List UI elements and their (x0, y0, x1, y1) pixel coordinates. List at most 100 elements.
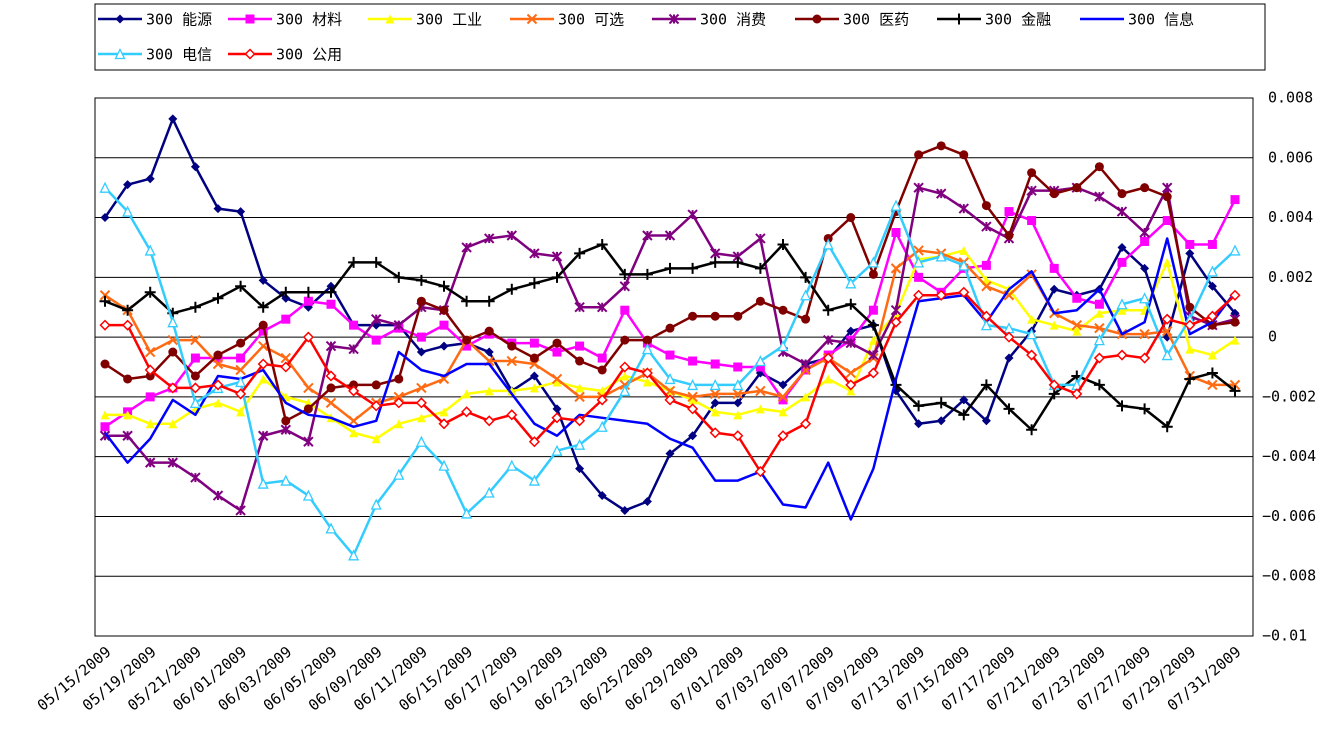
point (393, 468, 405, 480)
legend-item: 300 消费 (652, 11, 766, 29)
point (235, 375, 247, 388)
point (800, 271, 812, 283)
point (1026, 328, 1038, 340)
legend-item: 300 电信 (98, 46, 212, 64)
point (303, 404, 313, 414)
point (642, 335, 652, 345)
point (529, 353, 539, 363)
point (552, 338, 562, 348)
point (1207, 281, 1217, 291)
y-tick-label: −0.01 (1262, 627, 1307, 645)
point (868, 269, 878, 279)
point (1004, 353, 1014, 363)
point (688, 395, 698, 405)
point (348, 343, 359, 355)
point (732, 378, 744, 391)
legend-marker (526, 13, 538, 25)
point (1094, 191, 1105, 202)
point (100, 213, 110, 223)
point (846, 326, 856, 336)
point (913, 400, 925, 412)
point (325, 397, 337, 409)
point (1117, 189, 1127, 199)
point (936, 141, 946, 151)
point (439, 407, 449, 417)
point (1207, 350, 1217, 360)
point (1139, 352, 1151, 364)
point (1093, 334, 1105, 346)
point (393, 391, 405, 403)
point (1161, 313, 1173, 325)
series-line (104, 237, 1236, 521)
point (890, 305, 902, 316)
point (1206, 367, 1218, 379)
point (935, 188, 947, 199)
point (552, 404, 562, 414)
point (1184, 373, 1196, 385)
point (212, 490, 224, 501)
legend-marker (245, 14, 255, 24)
plot-area (94, 97, 1254, 637)
point (596, 394, 608, 406)
point (959, 150, 969, 160)
point (1230, 317, 1240, 327)
point (1161, 325, 1173, 337)
point (168, 419, 178, 429)
legend-box (94, 3, 1266, 71)
point (913, 182, 924, 193)
point (890, 199, 902, 211)
point (845, 277, 857, 289)
point (122, 304, 134, 316)
point (664, 385, 676, 397)
point (1049, 263, 1059, 273)
point (709, 256, 721, 268)
legend-item: 300 材料 (228, 11, 342, 29)
point (416, 347, 426, 357)
point (981, 221, 992, 232)
point (483, 415, 495, 427)
point (846, 213, 856, 223)
point (280, 424, 292, 435)
point (1026, 349, 1038, 361)
y-tick-label: 0.006 (1268, 148, 1313, 166)
point (122, 430, 133, 441)
point (777, 430, 789, 442)
y-tick-label: −0.002 (1262, 387, 1316, 405)
point (123, 180, 133, 190)
point (845, 379, 857, 391)
point (868, 349, 879, 361)
point (1116, 349, 1128, 361)
legend-label: 300 材料 (276, 11, 342, 29)
point (822, 304, 834, 316)
point (619, 268, 631, 280)
point (1027, 216, 1037, 226)
point (370, 400, 382, 412)
legend-label: 300 金融 (985, 11, 1051, 29)
point (641, 343, 653, 355)
point (1071, 388, 1083, 400)
point (302, 286, 314, 298)
point (462, 335, 472, 345)
point (596, 420, 608, 432)
point (778, 380, 788, 390)
point (167, 316, 179, 328)
point (574, 415, 586, 427)
point (778, 395, 788, 405)
point (144, 244, 156, 256)
point (777, 238, 789, 250)
point (100, 359, 110, 369)
point (574, 391, 585, 403)
point (280, 361, 292, 373)
point (935, 250, 947, 262)
legend-item: 300 医药 (795, 11, 909, 29)
point (552, 377, 562, 387)
point (144, 457, 156, 468)
point (349, 428, 359, 438)
point (145, 371, 155, 381)
point (664, 262, 676, 274)
point (1072, 183, 1082, 193)
point (575, 341, 585, 351)
point (641, 367, 653, 379)
point (914, 272, 924, 282)
